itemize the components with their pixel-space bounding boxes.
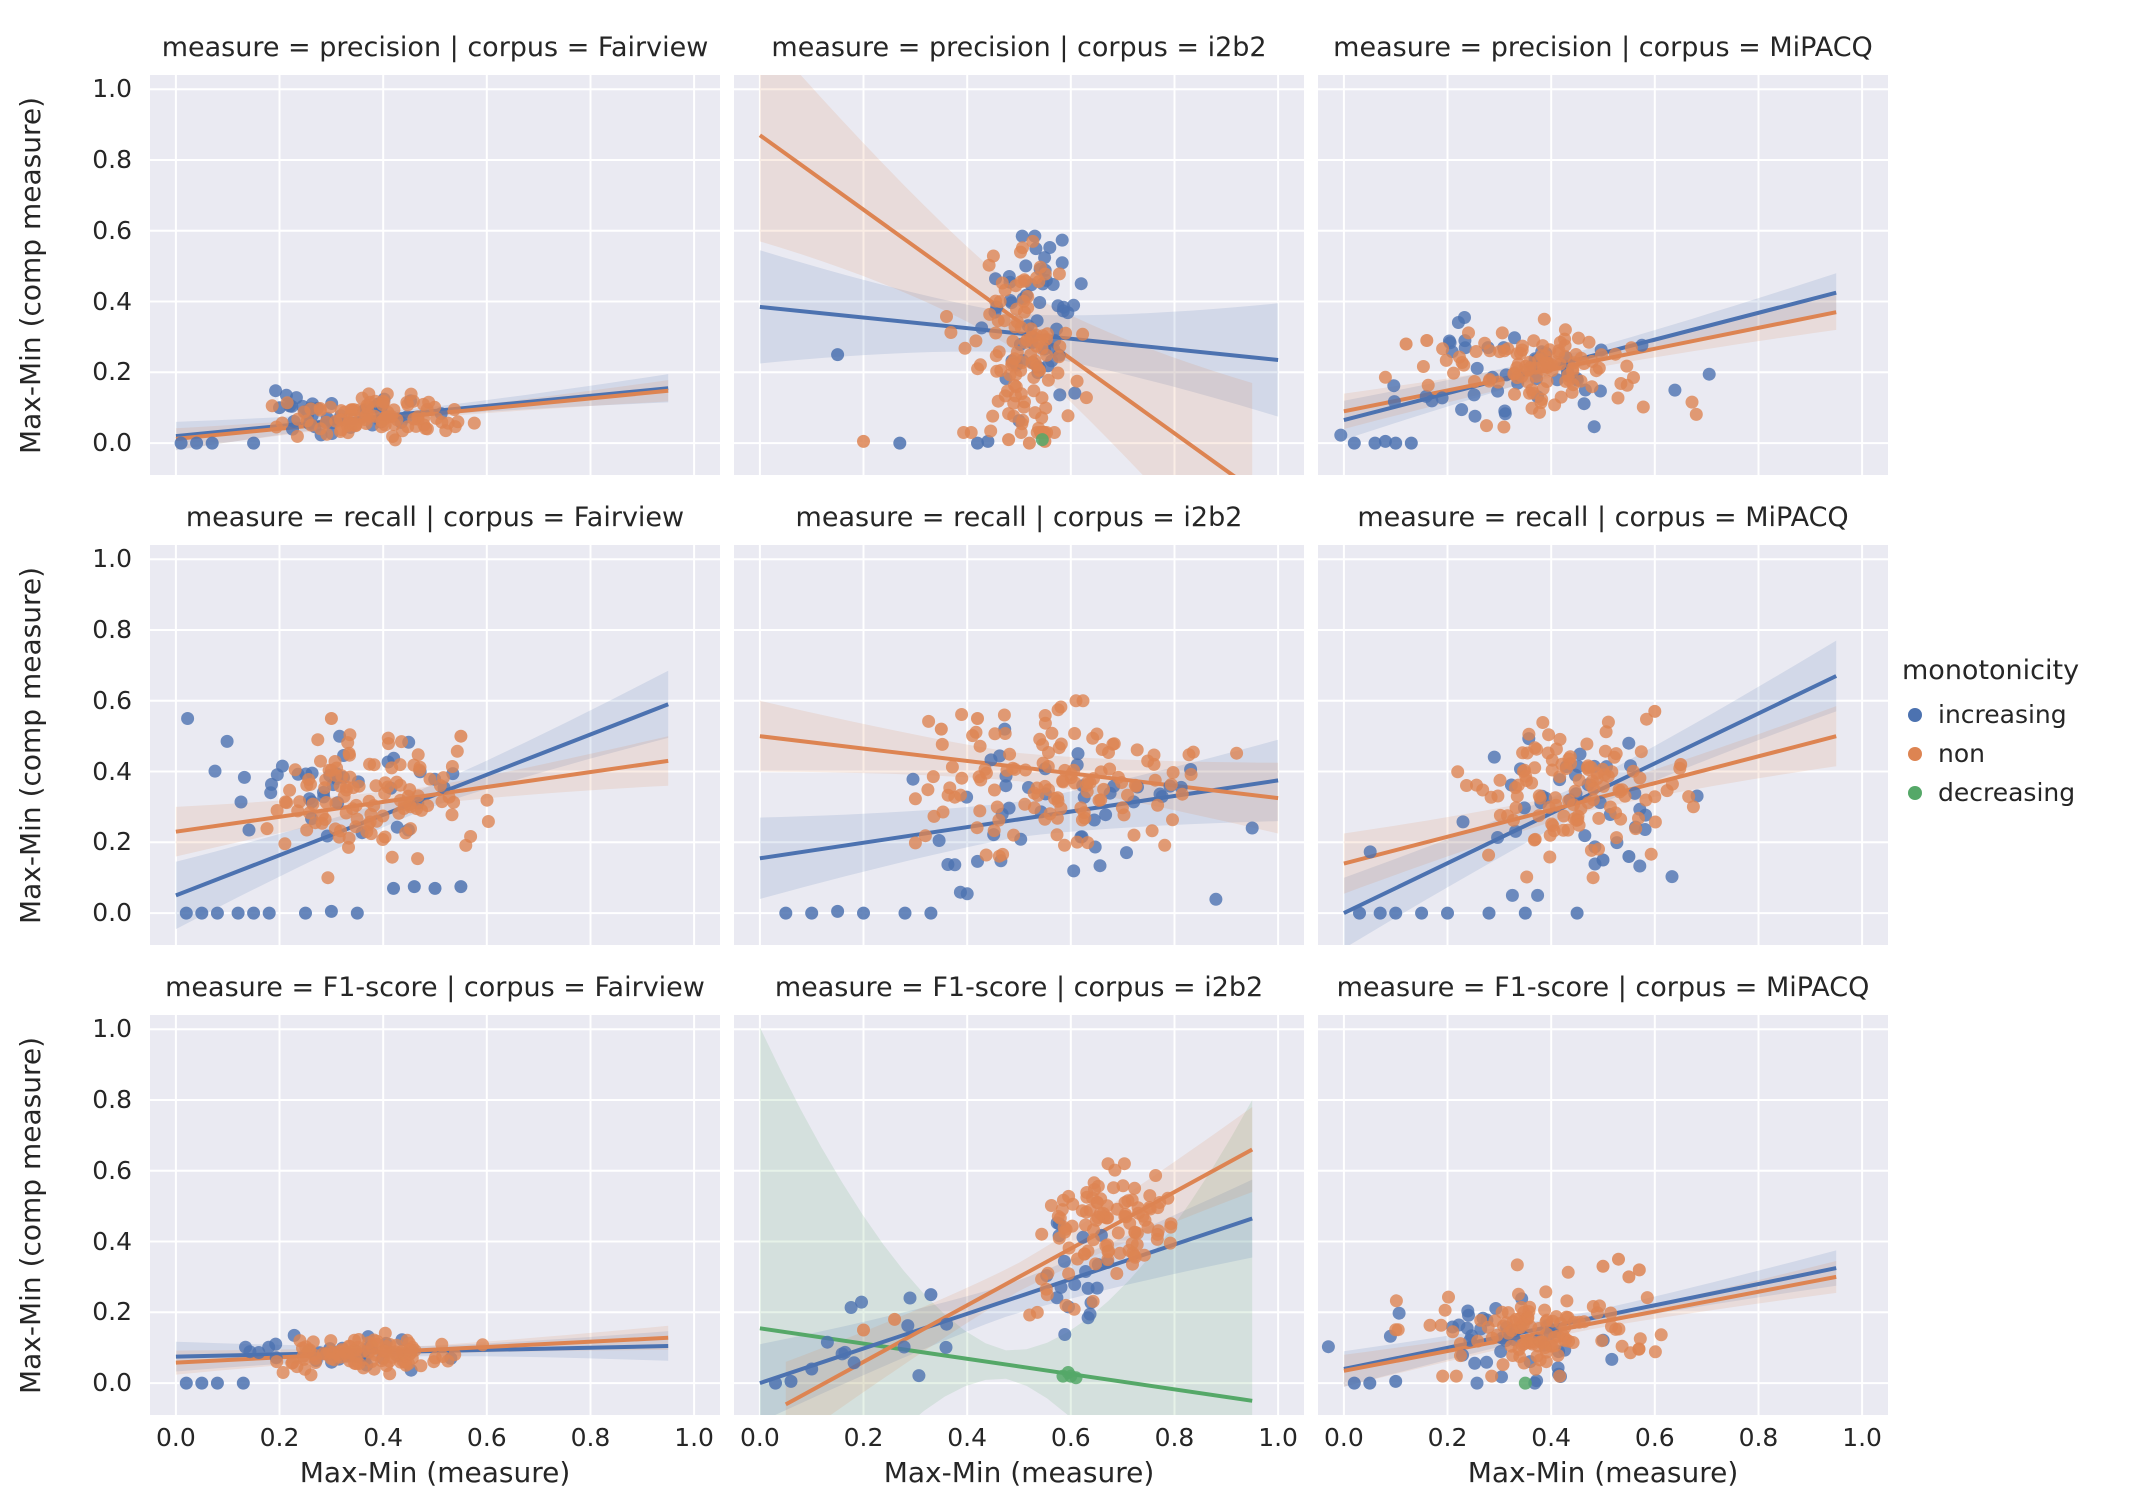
panel-title: measure = precision | corpus = i2b2 bbox=[771, 32, 1267, 63]
plot-area bbox=[734, 545, 1304, 945]
x-tick-label: 0.0 bbox=[740, 1423, 780, 1452]
x-tick-label: 0.4 bbox=[947, 1423, 988, 1452]
y-tick-label: 0.2 bbox=[92, 357, 132, 387]
x-axis-label: Max-Min (measure) bbox=[299, 1456, 571, 1489]
y-axis-label: Max-Min (comp measure) bbox=[14, 566, 47, 924]
x-tick-label: 0.6 bbox=[1050, 1423, 1091, 1452]
y-tick-label: 0.2 bbox=[92, 1297, 132, 1327]
x-tick-label: 0.6 bbox=[466, 1423, 507, 1452]
panel-recall-i2b2 bbox=[734, 545, 1304, 945]
x-axis-label: Max-Min (measure) bbox=[1467, 1456, 1739, 1489]
y-tick-label: 0.8 bbox=[92, 1084, 132, 1114]
plot-area bbox=[150, 1015, 720, 1415]
y-tick-label: 0.4 bbox=[92, 286, 132, 316]
x-axis-label: Max-Min (measure) bbox=[883, 1456, 1155, 1489]
y-tick-label: 0.0 bbox=[92, 898, 132, 928]
plot-area bbox=[150, 75, 720, 475]
x-tick-label: 1.0 bbox=[1842, 1423, 1882, 1452]
y-tick-label: 0.8 bbox=[92, 614, 132, 644]
panel-title: measure = F1-score | corpus = i2b2 bbox=[774, 972, 1264, 1003]
y-axis-label: Max-Min (comp measure) bbox=[14, 1036, 47, 1394]
plot-area bbox=[734, 75, 1304, 475]
y-tick-label: 1.0 bbox=[92, 544, 132, 574]
x-tick-label: 0.0 bbox=[1324, 1423, 1364, 1452]
legend-label: non bbox=[1938, 739, 1985, 768]
y-tick-label: 0.6 bbox=[92, 1155, 132, 1185]
x-tick-label: 0.8 bbox=[570, 1423, 611, 1452]
legend-entry-decreasing: decreasing bbox=[1908, 778, 2079, 807]
panel-recall-Fairview bbox=[150, 545, 720, 945]
legend-entry-increasing: increasing bbox=[1908, 700, 2079, 729]
x-tick-label: 0.8 bbox=[1738, 1423, 1779, 1452]
panel-precision-MiPACQ bbox=[1318, 75, 1888, 475]
plot-area bbox=[1318, 75, 1888, 475]
y-tick-label: 0.4 bbox=[92, 1226, 132, 1256]
x-tick-label: 0.6 bbox=[1634, 1423, 1675, 1452]
panel-F1-score-Fairview bbox=[150, 1015, 720, 1415]
panel-title: measure = F1-score | corpus = MiPACQ bbox=[1336, 972, 1870, 1003]
legend-title: monotonicity bbox=[1902, 655, 2080, 686]
plot-area bbox=[1318, 1015, 1888, 1415]
panel-title: measure = F1-score | corpus = Fairview bbox=[165, 972, 705, 1003]
legend-marker-increasing-icon bbox=[1908, 707, 1922, 722]
legend-entry-non: non bbox=[1908, 739, 2079, 768]
legend-label: decreasing bbox=[1938, 778, 2076, 807]
panel-precision-i2b2 bbox=[734, 75, 1304, 475]
x-tick-label: 1.0 bbox=[674, 1423, 714, 1452]
panel-title: measure = recall | corpus = MiPACQ bbox=[1357, 502, 1849, 533]
x-tick-label: 0.4 bbox=[1531, 1423, 1572, 1452]
legend-marker-decreasing-icon bbox=[1908, 785, 1922, 800]
y-tick-label: 0.6 bbox=[92, 685, 132, 715]
x-tick-label: 1.0 bbox=[1258, 1423, 1298, 1452]
y-tick-label: 1.0 bbox=[92, 1014, 132, 1044]
plot-area bbox=[150, 545, 720, 945]
y-tick-label: 0.2 bbox=[92, 827, 132, 857]
x-tick-label: 0.0 bbox=[156, 1423, 196, 1452]
legend-label: increasing bbox=[1938, 700, 2067, 729]
y-tick-label: 1.0 bbox=[92, 74, 132, 104]
panel-F1-score-i2b2 bbox=[734, 1015, 1304, 1415]
y-tick-label: 0.0 bbox=[92, 1368, 132, 1398]
plot-area bbox=[734, 1015, 1304, 1415]
panel-recall-MiPACQ bbox=[1318, 545, 1888, 945]
x-tick-label: 0.4 bbox=[363, 1423, 404, 1452]
panel-title: measure = precision | corpus = Fairview bbox=[161, 32, 709, 63]
x-tick-label: 0.2 bbox=[259, 1423, 300, 1452]
x-tick-label: 0.2 bbox=[843, 1423, 884, 1452]
y-tick-label: 0.4 bbox=[92, 756, 132, 786]
y-tick-label: 0.8 bbox=[92, 144, 132, 174]
panel-title: measure = recall | corpus = Fairview bbox=[185, 502, 685, 533]
y-axis-label: Max-Min (comp measure) bbox=[14, 96, 47, 454]
y-tick-label: 0.0 bbox=[92, 428, 132, 458]
x-tick-label: 0.8 bbox=[1154, 1423, 1195, 1452]
legend: monotonicity increasing non decreasing bbox=[1902, 655, 2079, 817]
panel-F1-score-MiPACQ bbox=[1318, 1015, 1888, 1415]
plot-area bbox=[1318, 545, 1888, 945]
x-tick-label: 0.2 bbox=[1427, 1423, 1468, 1452]
panel-precision-Fairview bbox=[150, 75, 720, 475]
panel-title: measure = precision | corpus = MiPACQ bbox=[1333, 32, 1873, 63]
y-tick-label: 0.6 bbox=[92, 215, 132, 245]
legend-marker-non-icon bbox=[1908, 746, 1922, 761]
panel-title: measure = recall | corpus = i2b2 bbox=[795, 502, 1243, 533]
